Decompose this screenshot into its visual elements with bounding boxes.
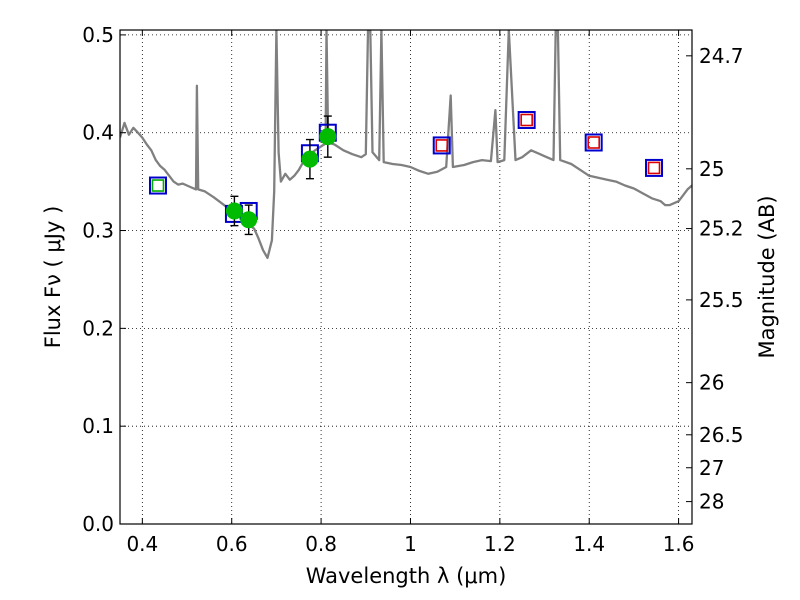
x-tick-label: 1.2 (484, 532, 516, 556)
square-marker (520, 113, 533, 127)
markers (148, 110, 664, 236)
ticks: 0.4 0.6 0.8 1 1.2 1.4 1.6 0.0 0.1 0.2 0.3 0.4 0.5 24.… (82, 23, 743, 556)
y2-tick-label: 25.2 (699, 217, 744, 241)
x-tick-label: 0.4 (126, 532, 158, 556)
x-tick-label: 1.4 (573, 532, 605, 556)
y2-tick-label: 24.7 (699, 44, 744, 68)
y2-tick-label: 28 (699, 490, 724, 514)
square-marker (435, 139, 449, 152)
square-marker (584, 133, 603, 152)
square-marker (432, 136, 451, 155)
square-marker (517, 110, 536, 129)
y2-tick-label: 26.5 (699, 423, 744, 447)
x-tick-label: 0.8 (305, 532, 337, 556)
square-marker (645, 158, 664, 177)
square-marker (151, 179, 165, 192)
x-tick-label: 0.6 (216, 532, 248, 556)
y2-tick-label: 25 (699, 157, 724, 181)
y2-tick-label: 27 (699, 456, 724, 480)
square-marker (587, 136, 600, 149)
x-axis-label: Wavelength λ (μm) (306, 564, 507, 588)
y2-tick-label: 25.5 (699, 288, 744, 312)
model-spectrum-line (120, 30, 692, 260)
y-tick-label: 0.1 (82, 414, 114, 438)
circle-marker (301, 150, 319, 168)
square-marker (647, 161, 661, 175)
circle-marker (240, 211, 258, 229)
circle-marker (225, 202, 243, 220)
y2-tick-label: 26 (699, 371, 724, 395)
square-marker (148, 176, 167, 195)
y-tick-label: 0.5 (82, 23, 114, 47)
y-tick-label: 0.3 (82, 219, 114, 243)
x-tick-label: 1.6 (663, 532, 695, 556)
y-tick-label: 0.4 (82, 121, 114, 145)
y-tick-label: 0.0 (82, 512, 114, 536)
plot-frame (119, 29, 693, 525)
x-tick-label: 1 (404, 532, 417, 556)
y2-axis-label: Magnitude (AB) (755, 195, 779, 358)
y-axis-label: Flux Fν ( μJy ) (41, 206, 65, 349)
y-tick-label: 0.2 (82, 316, 114, 340)
circle-marker (319, 128, 337, 146)
